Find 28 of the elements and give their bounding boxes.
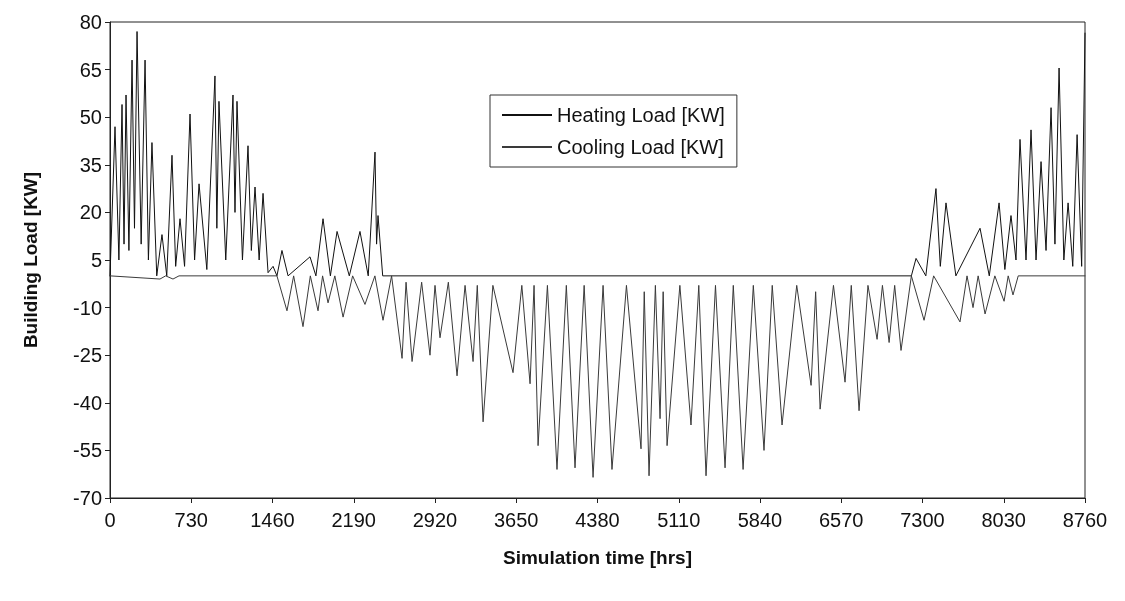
x-tick-label: 7300 [900,509,945,531]
x-tick-label: 2920 [412,509,458,531]
y-tick-label: 65 [79,58,102,81]
x-tick-label: 1460 [250,509,295,531]
x-tick-label: 4380 [575,509,620,531]
y-tick-label: -70 [73,487,102,509]
y-tick-label: 20 [79,201,102,224]
y-tick-label: -55 [73,439,102,462]
legend-label: Heating Load [KW] [557,104,725,126]
x-tick-label: 3650 [494,509,539,531]
legend-label: Cooling Load [KW] [557,136,724,158]
x-tick-label: 730 [174,509,208,531]
x-tick-label: 2190 [331,509,376,531]
x-tick-label: 5840 [737,509,783,531]
x-tick-label: 6570 [819,509,864,531]
y-tick-label: 80 [79,11,102,33]
y-tick-label: -40 [73,391,102,414]
x-tick-label: 8030 [981,509,1026,531]
y-axis-title: Building Load [KW] [20,171,41,349]
x-axis-title: Simulation time [hrs] [503,547,692,568]
y-tick-label: -25 [73,344,102,367]
y-tick-label: 5 [90,249,102,271]
y-tick-label: 35 [79,153,102,176]
y-tick-label: -10 [73,296,102,319]
x-tick-label: 5110 [657,509,701,531]
y-tick-label: 50 [79,106,102,129]
x-tick-label: 8760 [1062,509,1108,531]
x-tick-label: 0 [104,509,116,531]
